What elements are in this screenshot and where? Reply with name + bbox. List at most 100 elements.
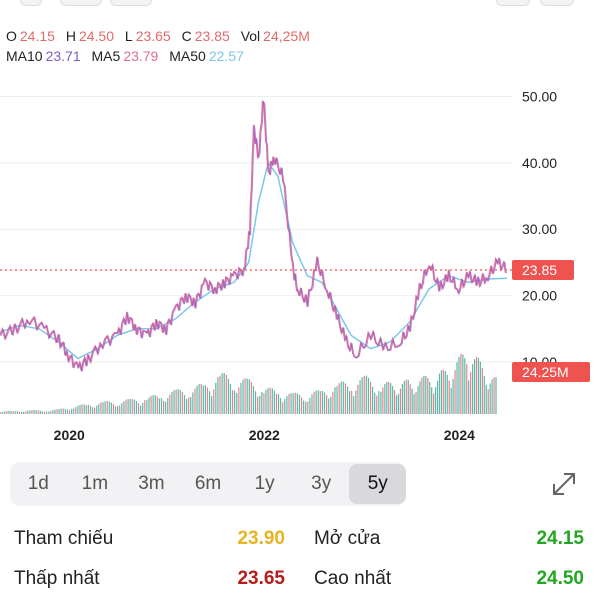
volume-bar [234, 390, 236, 414]
volume-bar [156, 396, 158, 414]
open-value: 24.15 [19, 28, 55, 44]
volume-bar [154, 395, 156, 414]
expand-icon[interactable] [550, 470, 578, 498]
volume-bar [284, 398, 286, 414]
range-1y-button[interactable]: 1y [254, 473, 275, 494]
y-tick-label: 40.00 [522, 155, 557, 171]
reference-label: Tham chiếu [14, 528, 114, 549]
volume-bar [104, 401, 106, 414]
volume-bar [417, 386, 419, 414]
volume-bar [106, 401, 108, 414]
volume-bar [275, 393, 278, 414]
range-6m-button[interactable]: 6m [194, 473, 222, 494]
volume-bar [112, 404, 115, 414]
volume-bar [98, 403, 100, 414]
volume-bar [395, 395, 398, 414]
volume-bar [336, 386, 338, 414]
volume-bar [431, 387, 433, 414]
volume-bar [411, 388, 413, 414]
volume-bar [303, 400, 305, 414]
volume-bar [273, 390, 275, 414]
volume-bar [169, 394, 171, 414]
volume-bar [462, 354, 464, 414]
volume-badge [512, 362, 590, 382]
volume-bar [100, 402, 102, 414]
volume-bar [438, 373, 441, 414]
volume-bar [433, 393, 435, 414]
volume-bar [223, 373, 225, 414]
volume-bar [423, 375, 425, 414]
volume-bar [257, 396, 259, 414]
volume-bar [483, 376, 485, 414]
volume-bar [367, 377, 370, 414]
volume-bar [346, 386, 349, 414]
volume-bar [146, 399, 148, 414]
volume-bar [148, 397, 150, 414]
volume-bar [225, 374, 227, 414]
volume-bar [288, 393, 290, 414]
low-key: L [124, 28, 133, 44]
price-lines [0, 100, 512, 372]
volume-bar [382, 387, 384, 414]
volume-bar [68, 410, 71, 414]
range-5y-button[interactable]: 5y [349, 464, 407, 504]
volume-bar [238, 387, 240, 414]
volume-bar [380, 391, 382, 414]
volume-bar [405, 379, 407, 414]
volume-bar [200, 384, 202, 414]
range-3y-button[interactable]: 3y [311, 473, 332, 494]
volume-bar [171, 391, 173, 414]
last-price-badge [512, 260, 574, 281]
volume-bar [117, 406, 119, 414]
high-stat-value: 24.50 [536, 568, 584, 589]
volume-bar [493, 377, 495, 414]
volume-bar [8, 410, 10, 414]
close-value: 23.85 [194, 28, 230, 44]
volume-bar [479, 361, 482, 414]
volume-bar [202, 385, 204, 414]
menu-icon[interactable] [20, 0, 42, 6]
volume-bar [263, 392, 265, 414]
volume-bar [125, 399, 127, 414]
open-stat-value: 24.15 [536, 528, 584, 549]
y-tick-label: 50.00 [522, 89, 557, 105]
volume-bar [466, 364, 468, 414]
volume-bar [409, 384, 411, 414]
speed-icon[interactable] [110, 0, 152, 6]
volume-bar [313, 392, 315, 414]
volume-bar [425, 375, 427, 414]
volume-bar [160, 398, 163, 414]
volume-bar [14, 411, 16, 414]
volume-bar [60, 408, 62, 414]
volume-bar [326, 395, 328, 414]
volume-bar [298, 394, 301, 414]
volume-bar [37, 410, 39, 414]
volume-bar [236, 393, 238, 414]
volume-bar [211, 395, 213, 414]
volume-bar [77, 405, 79, 414]
volume-bar [181, 392, 184, 414]
volume-bar [183, 395, 186, 414]
range-1m-button[interactable]: 1m [81, 473, 109, 494]
volume-bar [464, 358, 466, 414]
reference-value: 23.90 [237, 528, 285, 549]
volume-bar [244, 378, 246, 414]
volume-bar [444, 370, 446, 414]
share-icon[interactable] [540, 0, 574, 6]
volume-bar [66, 409, 69, 414]
volume-bar [277, 394, 280, 414]
volume-bar [123, 401, 125, 414]
volume-bar [91, 407, 94, 414]
range-1d-button[interactable]: 1d [27, 473, 49, 494]
range-3m-button[interactable]: 3m [138, 473, 165, 494]
volume-bar [190, 397, 192, 414]
ma5-key: MA5 [91, 48, 121, 64]
low-label: Thấp nhất [14, 568, 100, 589]
low-stat-value: 23.65 [237, 568, 285, 589]
volume-bar [94, 407, 96, 414]
add-icon[interactable] [60, 0, 102, 6]
ohlc-line: O 24.15 H 24.50 L 23.65 C 23.85 Vol 24,25M [6, 26, 317, 46]
volume-bar [10, 411, 12, 414]
settings-icon[interactable] [496, 0, 530, 6]
